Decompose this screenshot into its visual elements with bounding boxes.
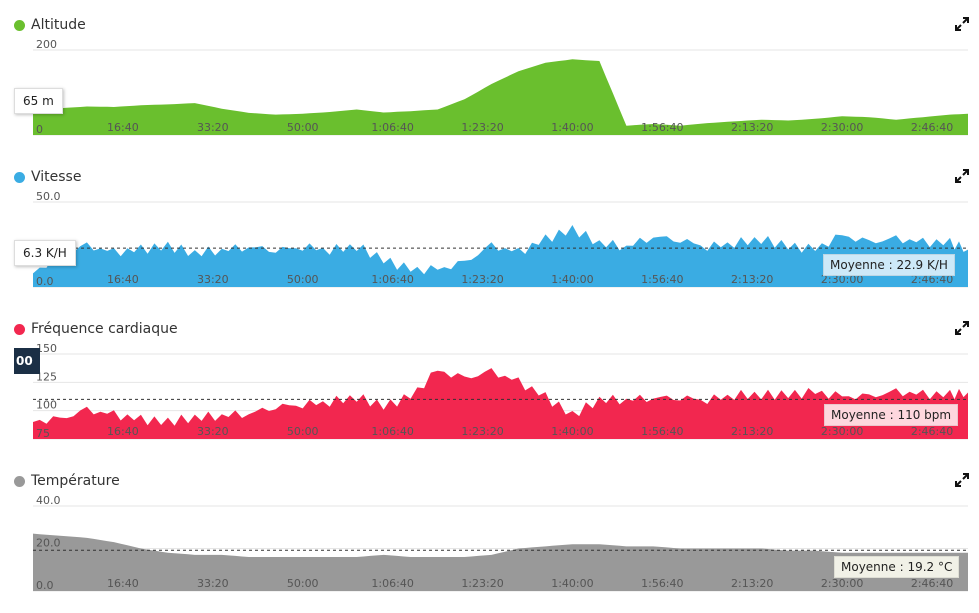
- temperature-y-tick-label: 40.0: [36, 494, 61, 507]
- vitesse-x-tick-label: 2:30:00: [821, 273, 863, 286]
- vitesse-legend-dot: [14, 171, 25, 183]
- frequence-x-tick-label: 1:56:40: [641, 425, 683, 438]
- vitesse-title-text: Vitesse: [31, 169, 82, 185]
- vitesse-title: Vitesse: [14, 168, 81, 186]
- temperature-x-tick-label: 2:46:40: [911, 577, 953, 590]
- frequence-title-text: Fréquence cardiaque: [31, 321, 178, 337]
- vitesse-panel: Vitesse 50.0 0.0 16:40 33:20 50:00 1:06:40 1:2…: [0, 152, 979, 304]
- temperature-plot: 40.0 20.0 0.0 16:40 33:20 50:00 1:06:40 1:23:20…: [33, 494, 968, 592]
- vitesse-average-label: Moyenne : 22.9 K/H: [823, 254, 955, 276]
- altitude-x-tick-label: 1:23:20: [461, 121, 503, 134]
- temperature-title-text: Température: [31, 473, 120, 489]
- expand-icon[interactable]: [955, 169, 969, 183]
- vitesse-plot: 50.0 0.0 16:40 33:20 50:00 1:06:40 1:23:20 1:40…: [33, 190, 968, 288]
- altitude-x-tick-label: 1:56:40: [641, 121, 683, 134]
- frequence-x-tick-label: 1:40:00: [551, 425, 593, 438]
- expand-icon[interactable]: [955, 17, 969, 31]
- frequence-x-tick-label: 2:30:00: [821, 425, 863, 438]
- frequence-y-tick-label: 125: [36, 370, 57, 383]
- vitesse-x-tick-label: 1:06:40: [371, 273, 413, 286]
- altitude-x-tick-label: 1:40:00: [551, 121, 593, 134]
- frequence-legend-dot: [14, 323, 25, 335]
- vitesse-x-tick-label: 2:46:40: [911, 273, 953, 286]
- frequence-y-tick-label: 100: [36, 399, 57, 412]
- vitesse-y-tick-label: 50.0: [36, 190, 61, 203]
- temperature-x-tick-label: 1:06:40: [371, 577, 413, 590]
- altitude-tooltip: 65 m: [14, 88, 63, 114]
- altitude-x-tick-label: 2:46:40: [911, 121, 953, 134]
- vitesse-x-tick-label: 50:00: [287, 273, 319, 286]
- frequence-y-tick-label: 75: [36, 427, 50, 440]
- temperature-average-label: Moyenne : 19.2 °C: [834, 556, 960, 578]
- altitude-x-tick-label: 1:06:40: [371, 121, 413, 134]
- vitesse-x-tick-label: 1:23:20: [461, 273, 503, 286]
- expand-icon[interactable]: [955, 321, 969, 335]
- frequence-x-tick-label: 16:40: [107, 425, 139, 438]
- frequence-title: Fréquence cardiaque: [14, 320, 178, 338]
- altitude-title: Altitude: [14, 16, 86, 34]
- frequence-x-tick-label: 2:13:20: [731, 425, 773, 438]
- frequence-x-tick-label: 1:06:40: [371, 425, 413, 438]
- altitude-x-tick-label: 50:00: [287, 121, 319, 134]
- temperature-x-tick-label: 1:23:20: [461, 577, 503, 590]
- vitesse-y-tick-label: 0.0: [36, 275, 54, 288]
- frequence-area-series: [33, 368, 968, 439]
- vitesse-tooltip: 6.3 K/H: [14, 240, 76, 266]
- frequence-x-tick-label: 50:00: [287, 425, 319, 438]
- altitude-x-tick-label: 2:30:00: [821, 121, 863, 134]
- temperature-x-tick-label: 50:00: [287, 577, 319, 590]
- temperature-legend-dot: [14, 475, 25, 487]
- vitesse-x-tick-label: 33:20: [197, 273, 229, 286]
- vitesse-area-series: [33, 225, 968, 287]
- temperature-x-tick-label: 1:40:00: [551, 577, 593, 590]
- frequence-x-tick-label: 33:20: [197, 425, 229, 438]
- frequence-y-tick-label: 150: [36, 342, 57, 355]
- vitesse-x-tick-label: 2:13:20: [731, 273, 773, 286]
- frequence-average-label: Moyenne : 110 bpm: [824, 404, 959, 426]
- altitude-area-series: [33, 59, 968, 135]
- vitesse-x-tick-label: 16:40: [107, 273, 139, 286]
- altitude-legend-dot: [14, 19, 25, 31]
- temperature-y-tick-label: 20.0: [36, 537, 61, 550]
- temperature-x-tick-label: 16:40: [107, 577, 139, 590]
- altitude-y-tick-label: 200: [36, 38, 57, 51]
- frequence-panel: Fréquence cardiaque 150 125 100 75 16:40 33:2…: [0, 304, 979, 456]
- altitude-x-tick-label: 33:20: [197, 121, 229, 134]
- temperature-title: Température: [14, 472, 120, 490]
- vitesse-x-tick-label: 1:40:00: [551, 273, 593, 286]
- temperature-x-tick-label: 2:30:00: [821, 577, 863, 590]
- vitesse-x-tick-label: 1:56:40: [641, 273, 683, 286]
- temperature-x-tick-label: 1:56:40: [641, 577, 683, 590]
- temperature-area-series: [33, 533, 968, 591]
- temperature-y-tick-label: 0.0: [36, 579, 54, 592]
- frequence-plot: 150 125 100 75 16:40 33:20 50:00 1:06:40 1:23:20…: [33, 342, 968, 440]
- altitude-title-text: Altitude: [31, 17, 86, 33]
- frequence-x-tick-label: 2:46:40: [911, 425, 953, 438]
- frequence-tooltip: 00: [14, 348, 40, 374]
- altitude-plot: 200 0 16:40 33:20 50:00 1:06:40 1:23:20 1:40:00…: [33, 38, 968, 136]
- temperature-panel: Température 40.0 20.0 0.0 16:40 33:20 50:00 1:…: [0, 456, 979, 608]
- altitude-y-tick-label: 0: [36, 123, 43, 136]
- altitude-panel: Altitude 200 0 16:40 33:20 50:00 1:06:40 1:23:…: [0, 0, 979, 152]
- temperature-x-tick-label: 33:20: [197, 577, 229, 590]
- expand-icon[interactable]: [955, 473, 969, 487]
- frequence-x-tick-label: 1:23:20: [461, 425, 503, 438]
- altitude-x-tick-label: 2:13:20: [731, 121, 773, 134]
- temperature-x-tick-label: 2:13:20: [731, 577, 773, 590]
- altitude-x-tick-label: 16:40: [107, 121, 139, 134]
